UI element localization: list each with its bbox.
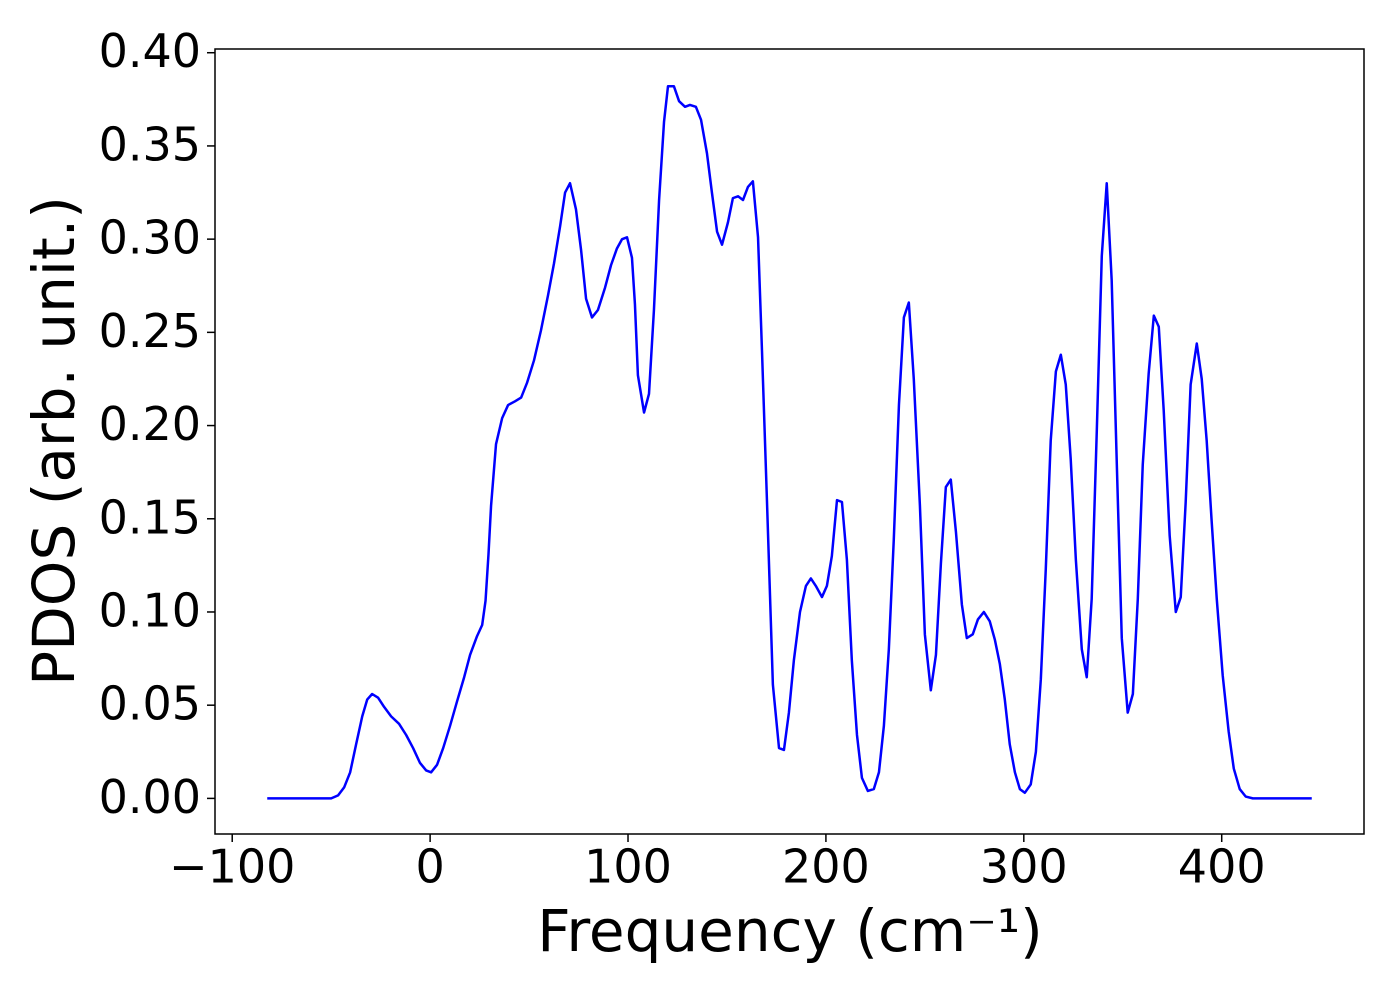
x-tick-label: −100 xyxy=(169,840,295,894)
x-tick-label: 0 xyxy=(415,840,444,894)
y-tick-label: 0.25 xyxy=(99,304,201,358)
x-tick-label: 100 xyxy=(584,840,672,894)
y-tick-label: 0.40 xyxy=(99,24,201,78)
x-tick-label: 200 xyxy=(782,840,870,894)
y-tick-label: 0.10 xyxy=(99,583,201,637)
y-axis-label: PDOS (arb. unit.) xyxy=(20,196,88,686)
data-line xyxy=(267,85,1312,800)
x-tick-label: 400 xyxy=(1178,840,1266,894)
y-tick-label: 0.20 xyxy=(99,397,201,451)
y-tick-label: 0.30 xyxy=(99,211,201,265)
y-tick-label: 0.05 xyxy=(99,677,201,731)
x-axis-label: Frequency (cm⁻¹) xyxy=(537,897,1043,965)
y-tick-label: 0.00 xyxy=(99,770,201,824)
y-tick-label: 0.15 xyxy=(99,490,201,544)
x-tick-label: 300 xyxy=(980,840,1068,894)
plot-frame xyxy=(214,48,1365,835)
y-tick-label: 0.35 xyxy=(99,117,201,171)
